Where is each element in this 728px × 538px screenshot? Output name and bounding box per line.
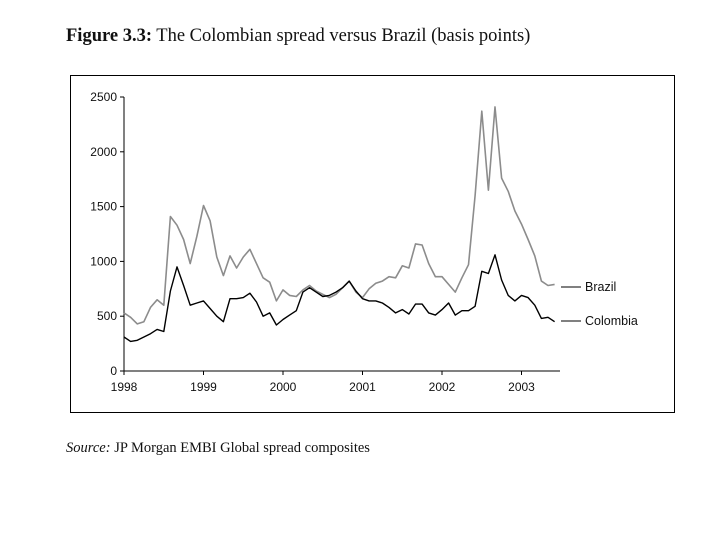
x-tick-label: 2001 <box>349 380 376 394</box>
series-line-brazil <box>123 106 555 325</box>
figure-caption: The Colombian spread versus Brazil (basi… <box>156 26 531 46</box>
figure-title: Figure 3.3: The Colombian spread versus … <box>66 26 530 47</box>
legend: Brazil Colombia <box>561 280 638 328</box>
series-line-colombia <box>123 254 555 343</box>
source-text: JP Morgan EMBI Global spread composites <box>114 440 370 456</box>
y-tick-label: 0 <box>110 364 117 378</box>
x-tick-label: 1998 <box>111 380 138 394</box>
x-tick-label: 1999 <box>190 380 217 394</box>
series-lines <box>123 106 555 343</box>
x-tick-label: 2002 <box>429 380 456 394</box>
x-tick-label: 2000 <box>270 380 297 394</box>
legend-label-colombia: Colombia <box>585 314 638 328</box>
chart-frame <box>70 75 675 413</box>
y-tick-label: 2000 <box>90 145 117 159</box>
axes: 0 500 1000 1500 2000 2500 1998 1999 2000 2001 2002… <box>90 90 560 394</box>
source-note: Source: JP Morgan EMBI Global spread com… <box>66 440 370 457</box>
x-tick-label: 2003 <box>508 380 535 394</box>
legend-label-brazil: Brazil <box>585 280 616 294</box>
figure-label: Figure 3.3: <box>66 26 152 46</box>
y-tick-label: 1000 <box>90 254 117 268</box>
y-tick-label: 2500 <box>90 90 117 104</box>
source-label: Source: <box>66 440 111 456</box>
y-tick-label: 500 <box>97 309 117 323</box>
y-tick-label: 1500 <box>90 200 117 214</box>
